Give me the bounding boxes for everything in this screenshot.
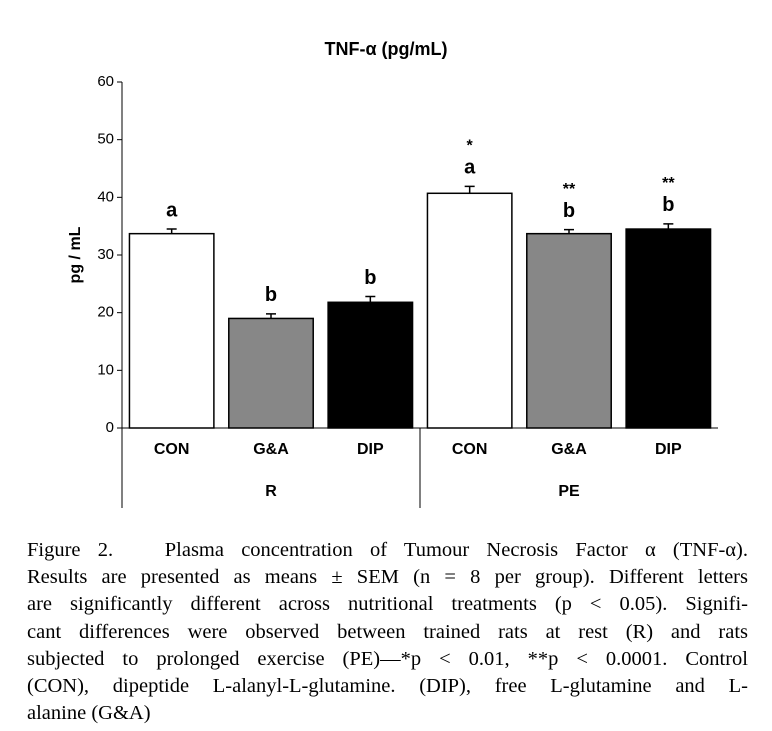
chart-title: TNF-α (pg/mL)	[324, 39, 447, 59]
x-tick-label: G&A	[253, 441, 289, 458]
bar	[327, 301, 414, 429]
caption-line: alanine (G&A)	[27, 702, 151, 725]
x-tick-label: CON	[452, 441, 488, 458]
bar	[128, 232, 215, 429]
error-bar	[663, 223, 674, 230]
caption-line: Results are presented as means ± SEM (n …	[27, 566, 748, 589]
significance-stars: **	[563, 181, 576, 198]
bar	[426, 192, 513, 429]
caption-line: (CON), dipeptide L-alanyl-L-glutamine. (…	[27, 675, 748, 698]
significance-letter: b	[563, 200, 575, 222]
y-tick-label: 30	[97, 246, 114, 263]
group-label: R	[265, 483, 277, 500]
error-bar	[464, 185, 475, 194]
x-tick-label: DIP	[357, 441, 384, 458]
y-axis-label: pg / mL	[67, 226, 84, 283]
bar	[526, 232, 612, 429]
y-tick-label: 0	[106, 419, 114, 436]
error-bar	[266, 313, 276, 319]
significance-letter: b	[662, 194, 674, 216]
x-tick-label: DIP	[655, 441, 682, 458]
y-tick-label: 10	[97, 361, 114, 378]
y-tick-label: 20	[97, 304, 114, 321]
caption: Figure 2. Plasma concentration of Tumour…	[27, 537, 748, 727]
significance-stars: **	[662, 175, 675, 192]
significance-letter: b	[364, 267, 376, 289]
x-tick-label: G&A	[551, 441, 587, 458]
y-tick-label: 40	[97, 188, 114, 205]
y-tick-label: 50	[97, 131, 114, 148]
error-bar	[564, 228, 574, 234]
y-tick-label: 60	[97, 73, 114, 90]
bar	[228, 317, 314, 429]
caption-line: subjected to prolonged exercise (PE)—*p …	[27, 647, 748, 670]
chart: TNF-α (pg/mL) pg / mL 0 10 20 30 40 50 60 R PE CO…	[67, 39, 718, 508]
caption-line: cant differences were observed between t…	[27, 620, 748, 643]
significance-stars: *	[467, 138, 474, 155]
error-bar	[166, 228, 177, 234]
caption-line: are significantly different across nutri…	[27, 593, 748, 616]
bar	[625, 228, 712, 429]
caption-line: Figure 2. Plasma concentration of Tumour…	[27, 539, 748, 561]
x-tick-label: CON	[154, 441, 190, 458]
significance-letter: a	[464, 157, 476, 179]
group-label: PE	[558, 483, 580, 500]
error-bar	[365, 295, 376, 303]
significance-letter: a	[166, 199, 178, 221]
significance-letter: b	[265, 284, 277, 306]
